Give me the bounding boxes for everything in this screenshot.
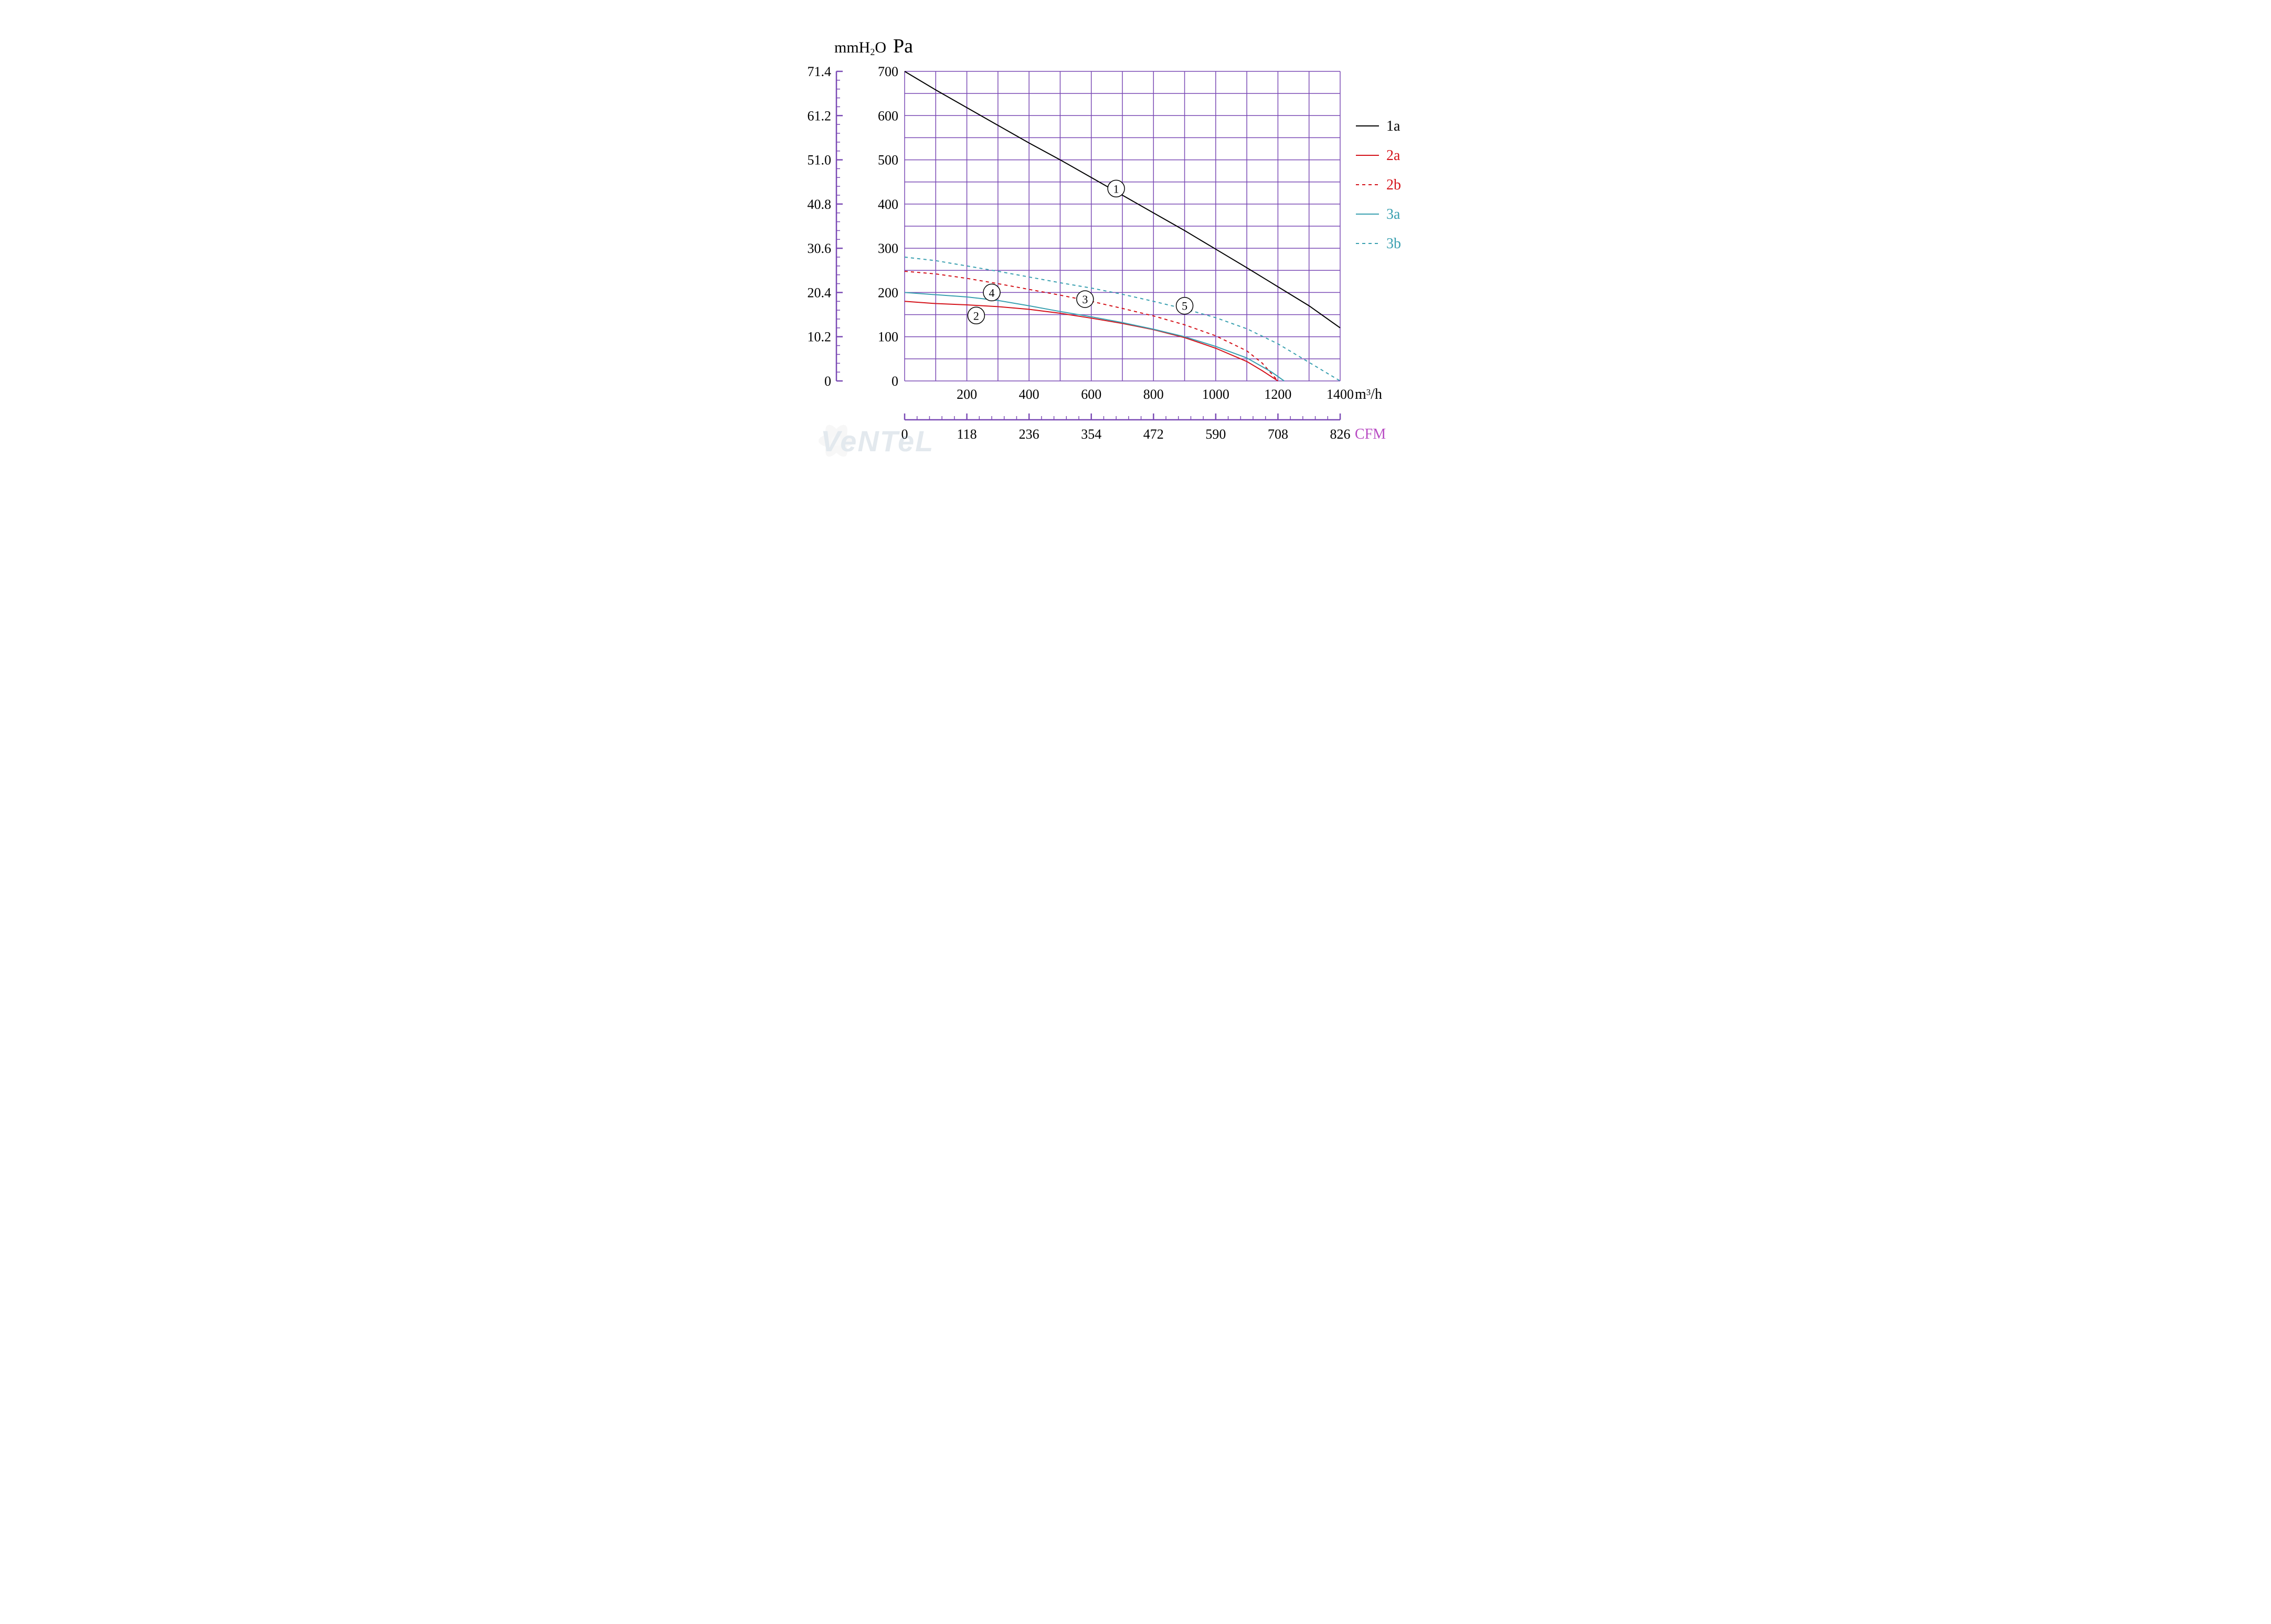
- curve-marker-label-4: 4: [989, 286, 995, 299]
- y-secondary-tick-label: 30.6: [808, 241, 832, 256]
- y-primary-title: Pa: [893, 35, 913, 57]
- x-secondary-tick-label: 118: [957, 427, 977, 442]
- y-primary-tick-label: 400: [878, 197, 898, 212]
- x-primary-tick-label: 600: [1081, 387, 1101, 402]
- legend-label-2a: 2a: [1386, 147, 1400, 164]
- legend-label-3a: 3a: [1386, 206, 1400, 222]
- fan-performance-chart: 0 100 200 300 400 500 600 700 0 10.2 20.4 30.6 40.8 5…: [794, 21, 1477, 509]
- y-primary-tick-label: 300: [878, 241, 898, 256]
- x-primary-tick-label: 200: [957, 387, 977, 402]
- y-primary-tick-label: 100: [878, 330, 898, 345]
- x-secondary-title: CFM: [1355, 426, 1386, 442]
- y-secondary-tick-label: 51.0: [808, 153, 832, 168]
- curve-marker-label-1: 1: [1113, 182, 1119, 195]
- x-primary-tick-label: 1000: [1202, 387, 1229, 402]
- x-secondary-tick-label: 826: [1330, 427, 1351, 442]
- y-secondary-tick-label: 20.4: [808, 285, 832, 300]
- x-primary-title: m3/h: [1355, 386, 1382, 402]
- x-primary-tick-label: 400: [1019, 387, 1039, 402]
- x-secondary-tick-label: 472: [1143, 427, 1164, 442]
- y-secondary-title: mmH2O: [834, 39, 886, 57]
- curve-marker-label-2: 2: [973, 309, 979, 322]
- y-secondary-tick-label: 10.2: [808, 330, 832, 345]
- x-secondary-tick-label: 236: [1019, 427, 1039, 442]
- y-secondary-tick-label: 71.4: [808, 64, 832, 79]
- chart-svg: 0 100 200 300 400 500 600 700 0 10.2 20.4 30.6 40.8 5…: [794, 21, 1477, 509]
- x-secondary-tick-label: 354: [1081, 427, 1101, 442]
- x-secondary-tick-label: 708: [1268, 427, 1288, 442]
- curve-marker-label-3: 3: [1082, 293, 1088, 306]
- y-primary-tick-label: 600: [878, 108, 898, 123]
- y-primary-tick-label: 500: [878, 153, 898, 168]
- y-secondary-tick-label: 61.2: [808, 108, 832, 123]
- x-primary-tick-label: 1400: [1326, 387, 1354, 402]
- y-secondary-tick-label: 40.8: [808, 197, 832, 212]
- legend-label-3b: 3b: [1386, 236, 1401, 252]
- x-secondary-tick-label: 0: [901, 427, 908, 442]
- y-secondary-tick-label: 0: [824, 374, 831, 389]
- legend-label-2b: 2b: [1386, 177, 1401, 193]
- curve-marker-label-5: 5: [1182, 300, 1187, 313]
- y-primary-tick-label: 200: [878, 285, 898, 300]
- x-secondary-tick-label: 590: [1205, 427, 1226, 442]
- x-primary-tick-label: 1200: [1264, 387, 1291, 402]
- x-primary-tick-label: 800: [1143, 387, 1164, 402]
- y-primary-tick-label: 700: [878, 64, 898, 79]
- y-primary-tick-label: 0: [892, 374, 898, 389]
- legend-label-1a: 1a: [1386, 118, 1400, 134]
